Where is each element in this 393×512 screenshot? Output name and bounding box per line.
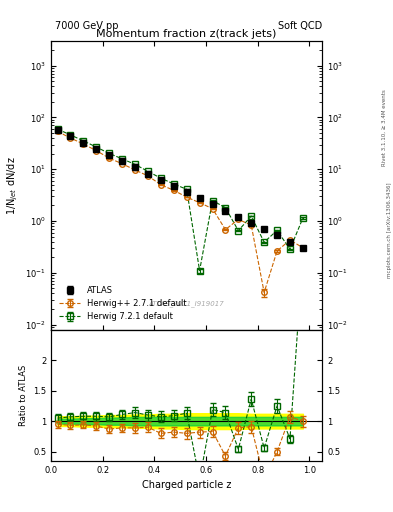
Y-axis label: Ratio to ATLAS: Ratio to ATLAS (18, 365, 28, 426)
Legend: ATLAS, Herwig++ 2.7.1 default, Herwig 7.2.1 default: ATLAS, Herwig++ 2.7.1 default, Herwig 7.… (55, 282, 191, 326)
Text: ATLAS_2011_I919017: ATLAS_2011_I919017 (149, 300, 224, 307)
Text: 7000 GeV pp: 7000 GeV pp (55, 20, 119, 31)
Text: mcplots.cern.ch [arXiv:1306.3436]: mcplots.cern.ch [arXiv:1306.3436] (387, 183, 392, 278)
Text: Rivet 3.1.10, ≥ 3.4M events: Rivet 3.1.10, ≥ 3.4M events (382, 90, 387, 166)
Title: Momentum fraction z(track jets): Momentum fraction z(track jets) (97, 29, 277, 39)
Text: Soft QCD: Soft QCD (278, 20, 322, 31)
X-axis label: Charged particle z: Charged particle z (142, 480, 231, 490)
Y-axis label: 1/N$_{jet}$ dN/dz: 1/N$_{jet}$ dN/dz (6, 156, 20, 215)
